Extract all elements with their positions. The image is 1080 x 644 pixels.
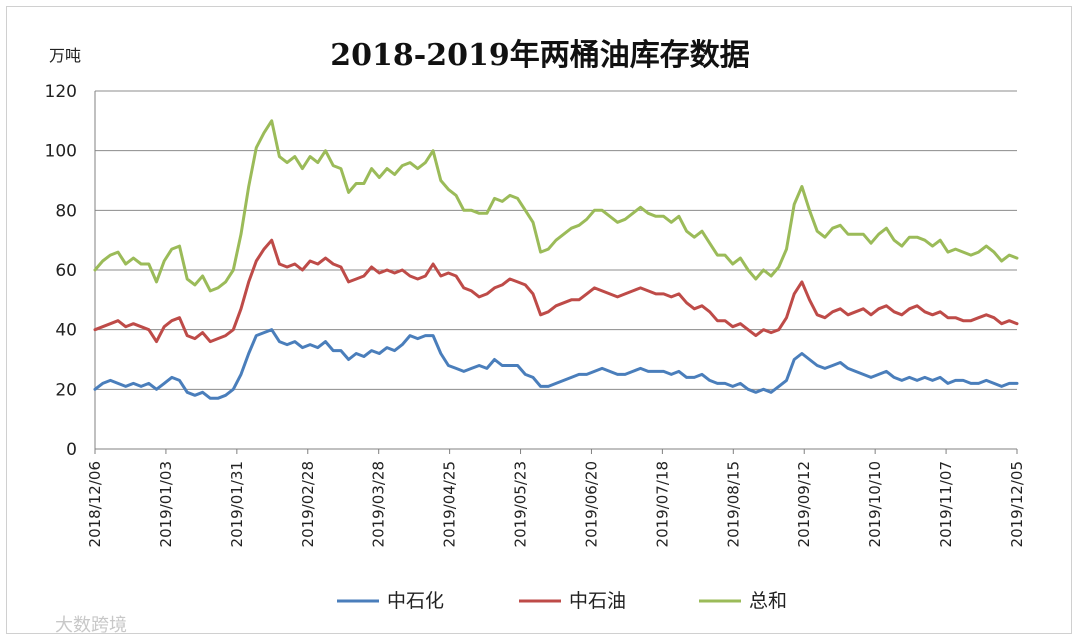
x-tick-label: 2019/10/10	[866, 461, 884, 547]
x-tick-label: 2019/01/03	[157, 461, 175, 547]
chart-frame: 2018-2019年两桶油库存数据 万吨 0 20 40 60 80 100 120 201…	[6, 6, 1072, 635]
series-line-1	[93, 328, 1019, 400]
y-tick-label: 40	[55, 321, 77, 341]
y-tick-label: 80	[55, 201, 77, 221]
series-line-2	[93, 238, 1019, 344]
x-tick-labels: 2018/12/06 2019/01/03 2019/01/31 2019/02/28…	[86, 461, 1026, 547]
chart-title: 2018-2019年两桶油库存数据	[330, 38, 749, 73]
y-tick-label: 0	[66, 440, 77, 460]
x-tick-label: 2019/04/25	[441, 461, 459, 547]
y-tick-labels: 0 20 40 60 80 100 120	[45, 82, 77, 460]
gridlines	[94, 90, 1018, 454]
y-tick-label: 60	[55, 261, 77, 281]
x-tick-label: 2019/09/12	[795, 461, 813, 547]
x-tick-label: 2019/01/31	[228, 461, 246, 547]
legend: 中石化 中石油 总和	[337, 590, 787, 612]
legend-label: 中石化	[387, 590, 444, 612]
watermark-text: 大数跨境	[55, 615, 127, 635]
y-axis-label: 万吨	[49, 46, 81, 65]
y-tick-label: 20	[55, 380, 77, 400]
line-chart: 2018-2019年两桶油库存数据 万吨 0 20 40 60 80 100 120 201…	[45, 38, 1026, 635]
x-tick-label: 2019/12/05	[1008, 461, 1026, 547]
x-tick-label: 2019/07/18	[653, 461, 671, 547]
x-tick-label: 2019/08/15	[724, 461, 742, 547]
x-tick-label: 2019/11/07	[937, 461, 955, 547]
legend-label: 中石油	[569, 590, 626, 612]
x-tick-label: 2019/03/28	[370, 461, 388, 547]
x-tick-label: 2019/05/23	[512, 461, 530, 547]
series-lines	[93, 119, 1019, 400]
x-tick-label: 2019/02/28	[299, 461, 317, 547]
series-line-3	[93, 119, 1019, 293]
x-tick-label: 2019/06/20	[582, 461, 600, 547]
legend-label: 总和	[749, 590, 787, 612]
x-tick-label: 2018/12/06	[86, 461, 104, 547]
y-tick-label: 120	[45, 82, 77, 102]
y-tick-label: 100	[45, 142, 77, 162]
